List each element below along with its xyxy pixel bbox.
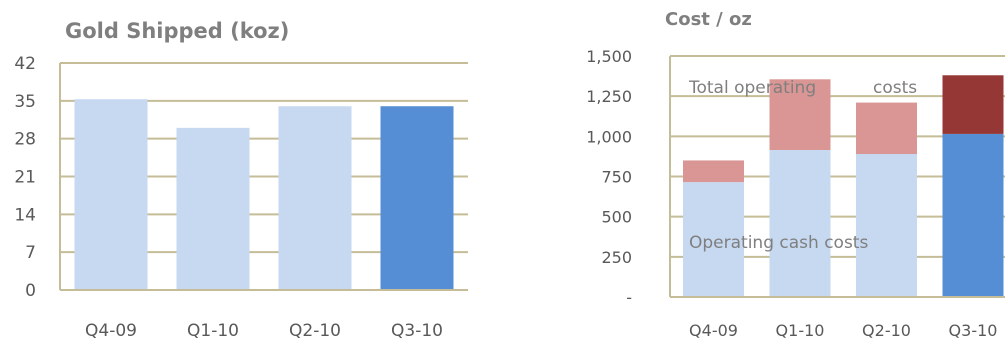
bar-operating-cash (856, 154, 917, 297)
x-tick-label: Q1-10 (776, 321, 825, 340)
gold-shipped-chart: Gold Shipped (koz) 0 7 14 21 28 35 42 Q4… (14, 19, 468, 341)
cost-per-oz-y-ticks: - 250 500 750 1,000 1,250 1,500 (586, 47, 632, 307)
bar (176, 127, 250, 290)
bar-operating-cash (942, 133, 1004, 297)
y-tick-label: 7 (25, 243, 36, 263)
costs-annotation: costs (873, 78, 917, 98)
x-tick-label: Q4-09 (689, 321, 738, 340)
bar-total-operating (856, 102, 917, 155)
y-tick-label: 1,250 (586, 87, 632, 106)
y-tick-label: 0 (25, 281, 36, 301)
y-tick-label: 21 (14, 168, 36, 188)
bar-total-operating (769, 79, 831, 150)
y-tick-label: 750 (601, 168, 632, 187)
bar (278, 106, 352, 290)
bar-total-operating (942, 75, 1004, 134)
gold-shipped-bars (59, 63, 468, 291)
gold-shipped-y-ticks: 0 7 14 21 28 35 42 (14, 54, 36, 301)
cost-per-oz-chart: Cost / oz - 250 500 750 1,000 1,250 1,50… (586, 9, 1005, 340)
cost-per-oz-title: Cost / oz (665, 9, 752, 30)
y-tick-label: - (626, 288, 632, 307)
x-tick-label: Q2-10 (862, 321, 911, 340)
y-tick-label: 1,500 (586, 47, 632, 66)
y-tick-label: 14 (14, 205, 36, 225)
cost-per-oz-annotations: Total operating costs Operating cash cos… (688, 78, 917, 253)
y-tick-label: 42 (14, 54, 36, 74)
bar (74, 99, 148, 290)
total-operating-annotation: Total operating (688, 78, 816, 98)
y-tick-label: 500 (601, 208, 632, 227)
x-tick-label: Q3-10 (949, 321, 998, 340)
y-tick-label: 35 (14, 92, 36, 112)
y-tick-label: 28 (14, 130, 36, 150)
bar (380, 106, 454, 290)
bar-total-operating (683, 160, 744, 183)
y-tick-label: 250 (601, 248, 632, 267)
x-tick-label: Q3-10 (391, 321, 443, 341)
x-tick-label: Q4-09 (85, 321, 137, 341)
y-tick-label: 1,000 (586, 127, 632, 146)
x-tick-label: Q1-10 (187, 321, 239, 341)
cost-per-oz-x-ticks: Q4-09 Q1-10 Q2-10 Q3-10 (689, 321, 997, 340)
bar-operating-cash (769, 149, 831, 297)
gold-shipped-x-ticks: Q4-09 Q1-10 Q2-10 Q3-10 (85, 321, 443, 341)
x-tick-label: Q2-10 (289, 321, 341, 341)
operating-cash-costs-annotation: Operating cash costs (689, 233, 868, 253)
gold-shipped-title: Gold Shipped (koz) (65, 19, 289, 43)
cost-per-oz-bars (669, 56, 1005, 298)
bar-operating-cash (683, 182, 744, 297)
